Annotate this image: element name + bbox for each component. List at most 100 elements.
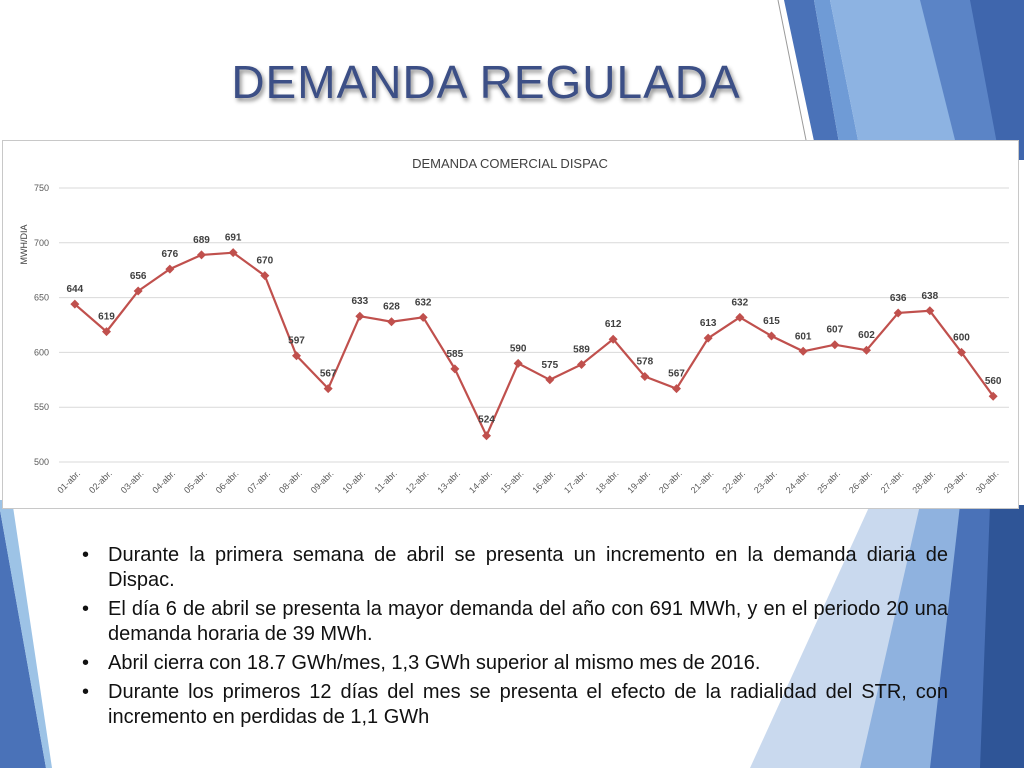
data-label: 602 [858, 330, 875, 341]
data-label: 619 [98, 312, 115, 323]
x-tick-label: 14-abr. [467, 468, 494, 495]
x-tick-label: 19-abr. [625, 468, 652, 495]
x-tick-label: 17-abr. [562, 468, 589, 495]
y-tick-labels: 500 550 600 650 700 750 [34, 183, 49, 467]
chart-title: DEMANDA COMERCIAL DISPAC [412, 156, 608, 171]
data-label: 567 [668, 369, 685, 380]
line-chart: DEMANDA COMERCIAL DISPAC MWH/DIA 500 550 6… [19, 156, 1009, 495]
data-point [228, 248, 238, 258]
data-label: 632 [731, 297, 748, 308]
data-point [355, 311, 365, 321]
series-line [74, 251, 995, 439]
y-tick-label: 600 [34, 347, 49, 357]
y-tick-label: 750 [34, 183, 49, 193]
slide-title: DEMANDA REGULADA [231, 56, 741, 108]
bullet-item: • Durante la primera semana de abril se p… [82, 543, 948, 593]
data-point [957, 347, 966, 357]
data-label: 632 [415, 297, 432, 308]
x-tick-label: 02-abr. [87, 468, 114, 495]
x-tick-label: 30-abr. [974, 468, 1001, 495]
bullet-item: • Durante los primeros 12 días del mes se… [82, 680, 948, 730]
bullet-item: • Abril cierra con 18.7 GWh/mes, 1,3 GWh … [82, 651, 948, 676]
bullet-marker: • [82, 652, 90, 674]
data-point [988, 391, 998, 401]
data-label: 601 [795, 331, 812, 342]
decorative-shapes-top-right [777, 0, 1024, 160]
x-tick-label: 29-abr. [942, 468, 969, 495]
data-point [925, 306, 935, 316]
gridlines [59, 187, 1009, 463]
bullet-marker: • [82, 598, 90, 620]
y-tick-label: 700 [34, 238, 49, 248]
x-tick-label: 28-abr. [910, 468, 937, 495]
x-tick-label: 12-abr. [404, 468, 431, 495]
data-point [672, 384, 681, 394]
data-point [703, 333, 713, 343]
data-label: 633 [351, 296, 368, 307]
data-label: 638 [921, 291, 938, 302]
data-labels: 644 619 656 676 689 691 670 597 567 633 628 632 585 5… [66, 233, 1001, 426]
data-label: 613 [700, 318, 717, 329]
x-tick-label: 15-abr. [499, 468, 526, 495]
bullet-text: Durante la primera semana de abril se pr… [108, 544, 948, 591]
x-tick-labels: 01-abr. 02-abr. 03-abr. 04-abr. 05-abr. 06-ab… [55, 468, 1000, 495]
data-point [735, 312, 745, 322]
x-tick-label: 26-abr. [847, 468, 874, 495]
data-point [608, 334, 618, 344]
data-label: 590 [510, 343, 527, 354]
data-point [197, 250, 206, 260]
x-tick-label: 23-abr. [752, 468, 779, 495]
data-label: 567 [320, 369, 337, 380]
data-label: 644 [66, 284, 83, 295]
data-label: 676 [161, 249, 178, 260]
data-point [513, 358, 523, 368]
x-tick-label: 18-abr. [594, 468, 621, 495]
bullet-text: Durante los primeros 12 días del mes se … [108, 681, 948, 728]
chart-container: DEMANDA COMERCIAL DISPAC MWH/DIA 500 550 6… [2, 140, 1019, 509]
data-point [450, 364, 460, 374]
data-point [893, 308, 903, 318]
bullet-text: Abril cierra con 18.7 GWh/mes, 1,3 GWh s… [108, 652, 761, 674]
y-tick-label: 550 [34, 402, 49, 412]
decorative-shape-left [0, 500, 52, 768]
x-tick-label: 11-abr. [372, 468, 398, 494]
data-point [830, 340, 840, 350]
data-point [387, 317, 396, 327]
data-label: 656 [130, 271, 147, 282]
y-tick-label: 500 [34, 457, 49, 467]
bullet-text: El día 6 de abril se presenta la mayor d… [108, 598, 948, 645]
data-label: 670 [256, 256, 273, 267]
data-point [70, 299, 80, 309]
data-label: 575 [541, 360, 558, 371]
data-label: 615 [763, 316, 780, 327]
x-tick-label: 21-abr. [689, 468, 716, 495]
x-tick-label: 07-abr. [245, 468, 272, 495]
data-label: 585 [446, 349, 463, 360]
data-label: 689 [193, 235, 210, 246]
data-label: 691 [225, 233, 242, 244]
data-points [70, 248, 998, 441]
x-tick-label: 13-abr. [435, 468, 462, 495]
x-tick-label: 04-abr. [150, 468, 177, 495]
data-label: 600 [953, 332, 970, 343]
data-label: 612 [605, 319, 622, 330]
y-tick-label: 650 [34, 293, 49, 303]
bullet-marker: • [82, 544, 90, 566]
y-axis-label: MWH/DIA [19, 225, 29, 265]
bullet-list: • Durante la primera semana de abril se p… [82, 543, 948, 734]
data-point [102, 327, 111, 337]
data-label: 636 [890, 293, 907, 304]
x-tick-label: 03-abr. [119, 468, 146, 495]
x-tick-label: 16-abr. [530, 468, 557, 495]
x-tick-label: 22-abr. [720, 468, 747, 495]
decorative-shapes-bottom-right [750, 505, 1024, 768]
data-point [545, 375, 555, 385]
data-point [260, 271, 270, 281]
data-point [862, 345, 871, 355]
data-point [418, 312, 428, 322]
x-tick-label: 24-abr. [784, 468, 811, 495]
data-point [798, 346, 808, 356]
x-tick-label: 05-abr. [182, 468, 209, 495]
data-point [640, 372, 650, 382]
x-tick-label: 10-abr. [340, 468, 367, 495]
